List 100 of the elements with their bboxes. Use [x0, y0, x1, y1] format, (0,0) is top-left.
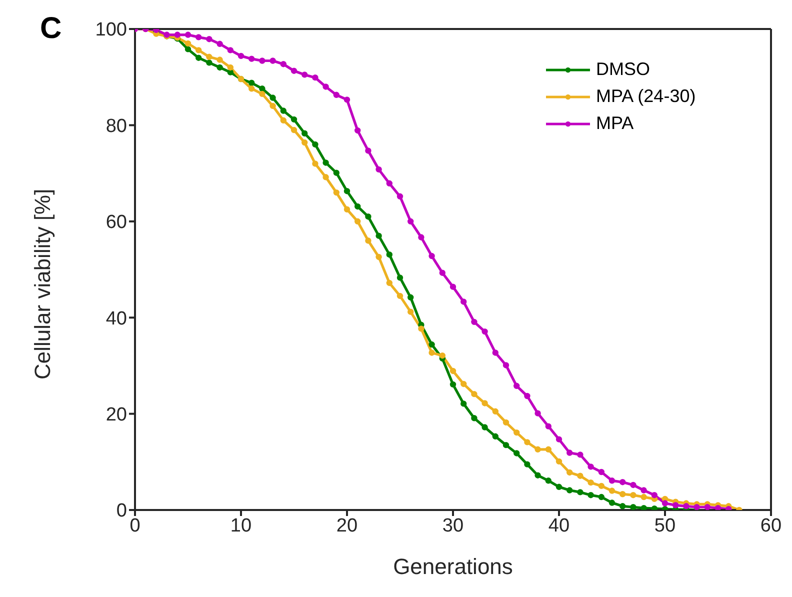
point	[662, 500, 668, 506]
point	[577, 452, 584, 458]
point	[482, 424, 488, 430]
y-tick-label: 0	[116, 500, 127, 522]
point	[439, 270, 446, 276]
point	[482, 328, 488, 335]
point	[376, 254, 382, 260]
point	[588, 492, 594, 498]
point	[408, 294, 414, 300]
point	[620, 503, 626, 510]
point	[556, 458, 562, 465]
y-tick-label: 20	[106, 404, 127, 426]
point	[556, 436, 562, 442]
point	[184, 32, 192, 38]
x-tick-label: 0	[130, 515, 140, 536]
point	[396, 193, 404, 200]
point	[216, 64, 223, 71]
point	[312, 160, 318, 167]
legend-label: DMSO	[596, 58, 650, 81]
point	[333, 189, 340, 196]
point	[714, 504, 722, 510]
point	[460, 380, 467, 388]
point	[450, 368, 456, 374]
point	[312, 141, 318, 148]
point	[365, 213, 372, 220]
point	[418, 234, 424, 240]
point	[302, 139, 308, 146]
x-tick-label: 40	[548, 515, 570, 536]
point	[290, 68, 298, 74]
point	[280, 61, 286, 68]
x-tick-label: 10	[230, 515, 252, 536]
point	[620, 479, 626, 486]
point	[651, 492, 658, 498]
point	[620, 491, 626, 498]
point	[344, 188, 350, 194]
point	[302, 72, 308, 78]
point	[322, 160, 329, 166]
point	[196, 47, 202, 54]
point	[322, 84, 329, 90]
point	[502, 362, 510, 368]
point	[545, 446, 552, 452]
point	[206, 36, 212, 42]
point	[471, 318, 478, 326]
x-axis-title: Generations	[393, 554, 513, 579]
point	[216, 56, 223, 63]
point	[365, 148, 372, 154]
point	[428, 350, 435, 356]
point	[460, 400, 467, 407]
point	[630, 492, 636, 498]
point	[598, 494, 604, 500]
point	[344, 206, 350, 212]
x-tick-label: 20	[336, 515, 358, 536]
point	[354, 127, 361, 134]
point	[598, 482, 604, 490]
x-tick-label: 30	[442, 515, 464, 536]
point	[174, 32, 180, 38]
point	[566, 469, 573, 476]
point	[502, 419, 510, 426]
point	[376, 166, 382, 173]
point	[608, 500, 616, 506]
x-tick-label: 60	[760, 515, 782, 536]
point	[630, 482, 636, 488]
point	[577, 472, 584, 479]
point	[450, 381, 456, 388]
point	[386, 180, 392, 186]
point	[534, 446, 541, 452]
point	[206, 54, 212, 60]
point	[290, 116, 298, 123]
point	[238, 52, 244, 60]
point	[270, 102, 276, 110]
point	[270, 94, 276, 101]
point	[184, 40, 192, 47]
y-tick-label: 80	[106, 116, 127, 137]
point	[333, 170, 340, 176]
point	[365, 238, 372, 244]
point	[640, 487, 647, 494]
point	[408, 308, 414, 315]
point	[184, 46, 192, 52]
point	[418, 326, 424, 332]
point	[630, 504, 636, 510]
point	[492, 350, 498, 356]
point	[302, 130, 308, 136]
point	[280, 108, 286, 114]
point	[577, 489, 584, 496]
point	[566, 487, 573, 494]
point	[640, 504, 647, 510]
point	[471, 390, 478, 398]
point	[396, 292, 404, 300]
point	[482, 400, 488, 406]
point	[196, 54, 202, 61]
point	[524, 439, 530, 446]
point	[556, 484, 562, 490]
point	[514, 429, 520, 436]
point	[344, 96, 350, 103]
point	[704, 504, 710, 510]
point	[248, 56, 255, 62]
point	[588, 479, 594, 486]
point	[259, 90, 266, 98]
y-tick-label: 40	[106, 308, 127, 330]
point	[290, 126, 298, 134]
